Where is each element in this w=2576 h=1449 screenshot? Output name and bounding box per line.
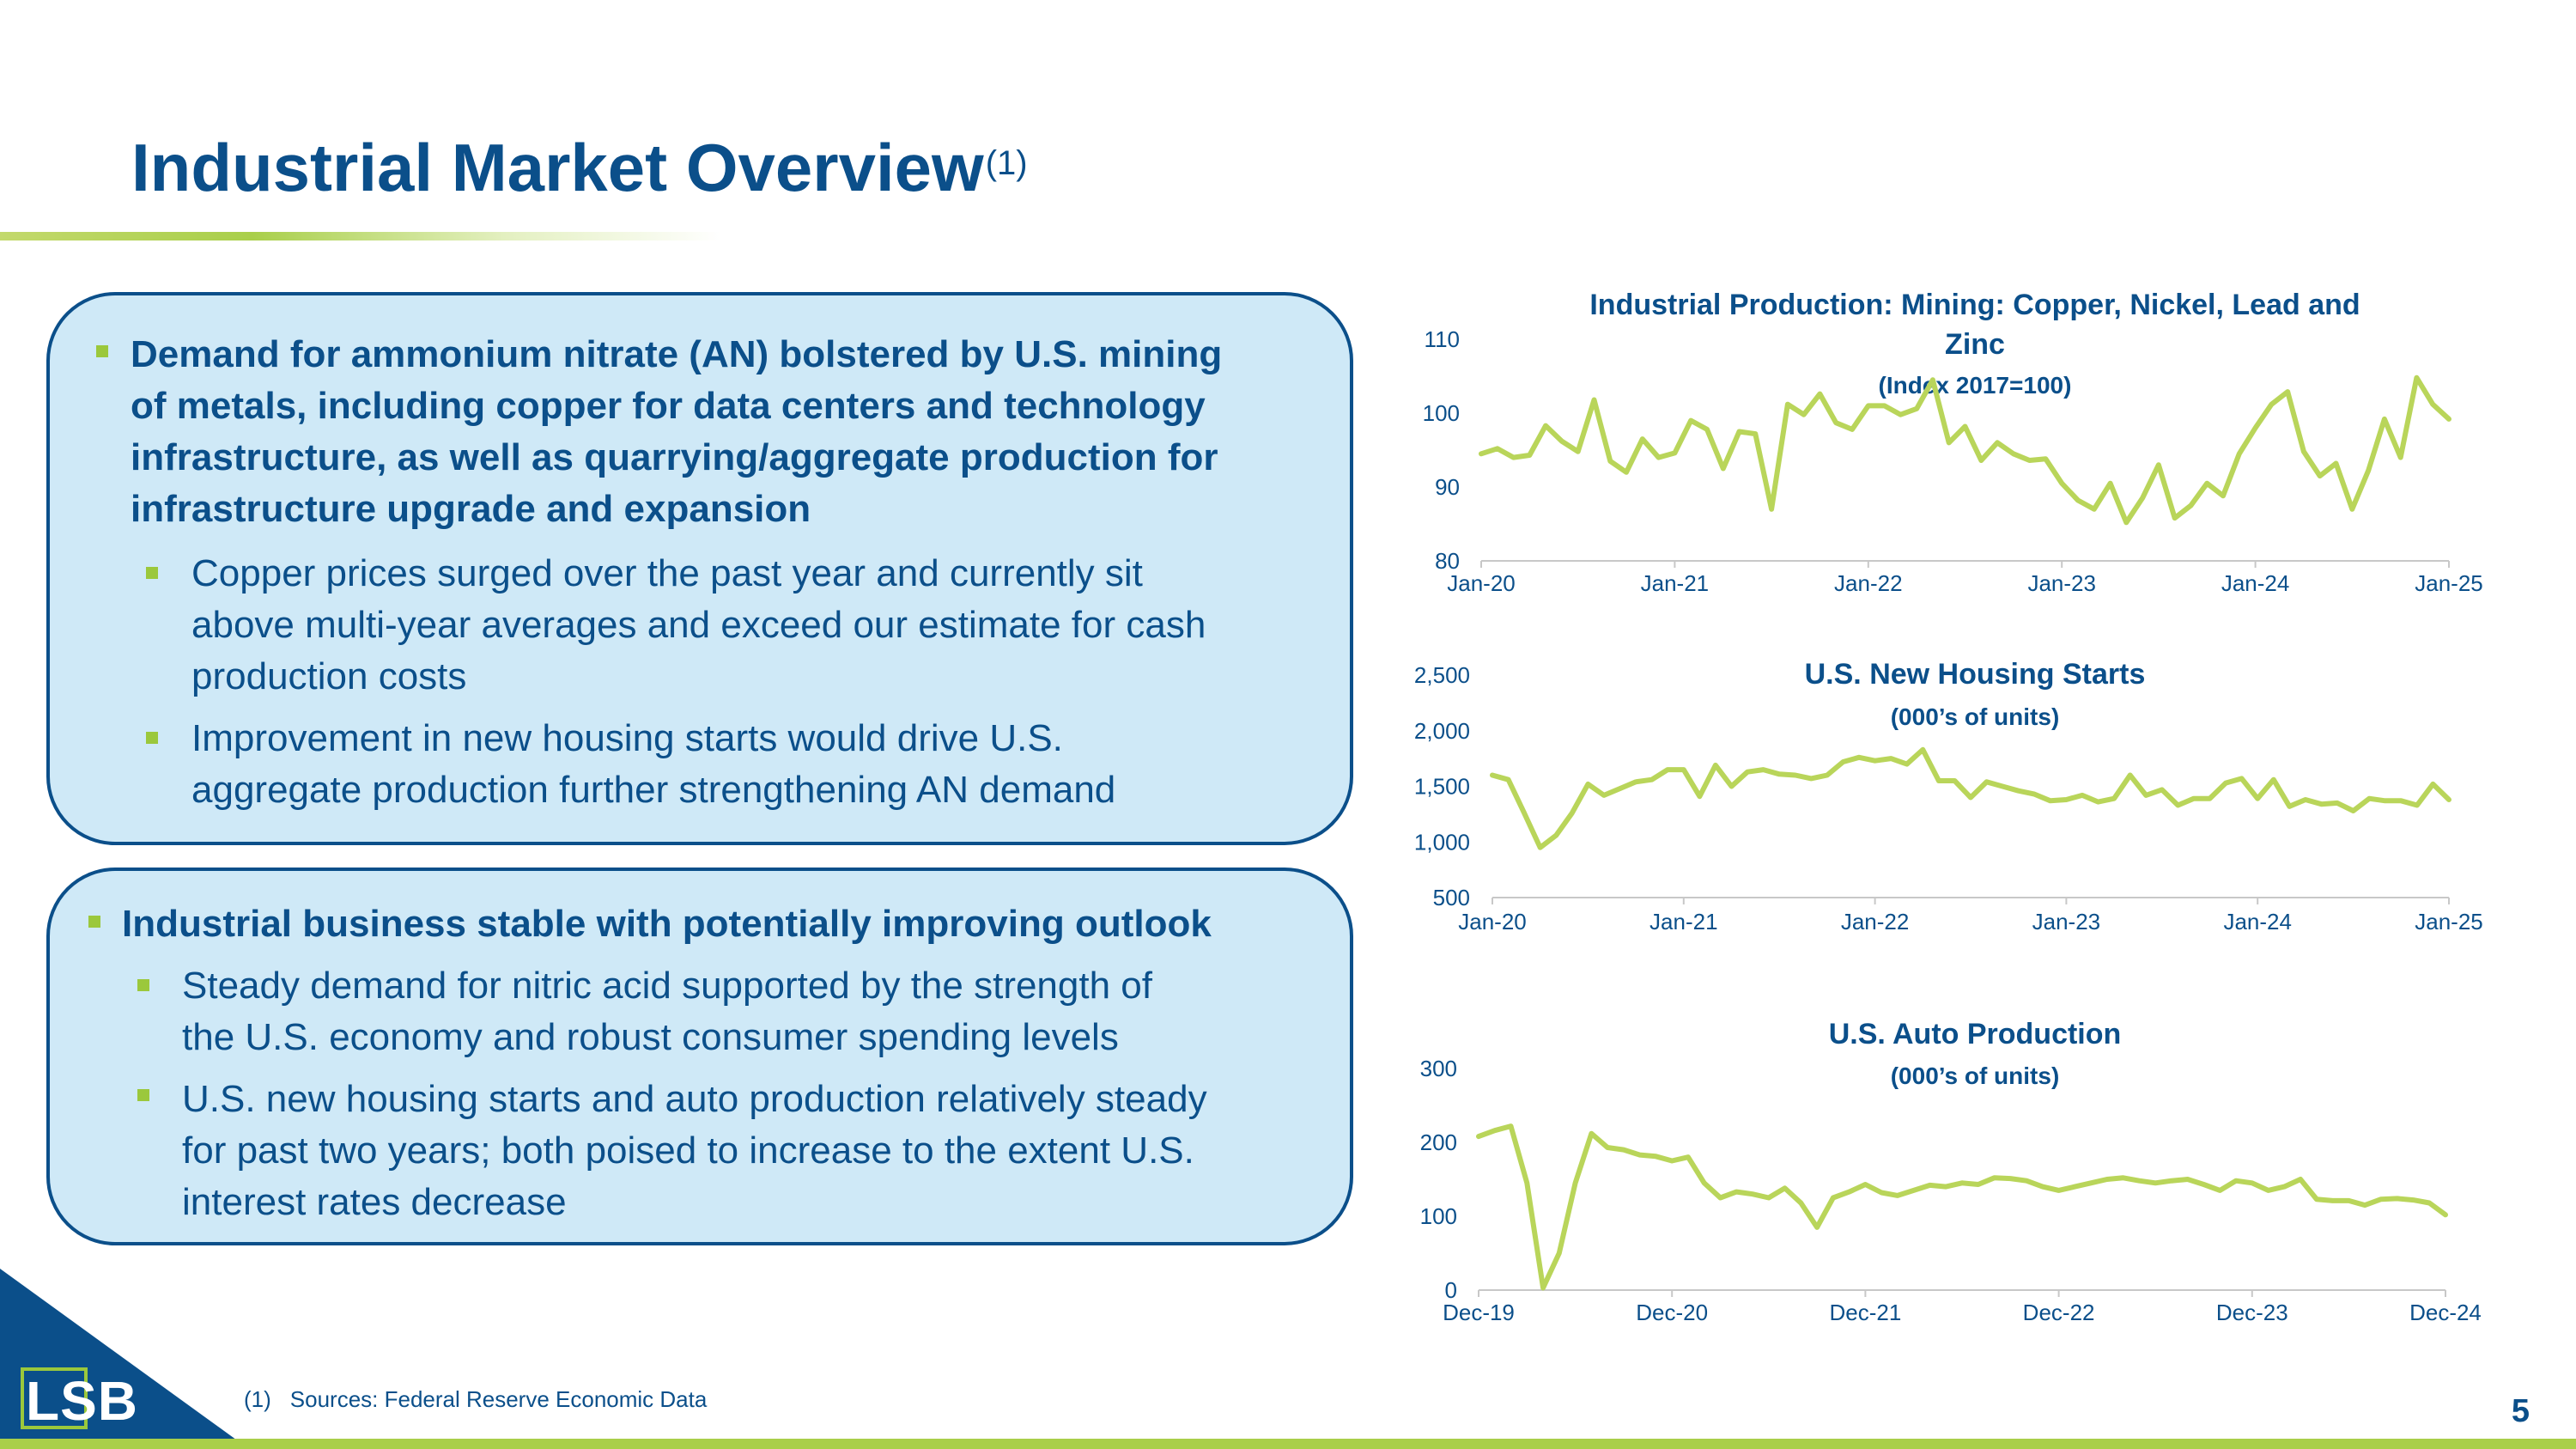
text-line: Demand for ammonium nitrate (AN) bolster… bbox=[131, 333, 1223, 375]
y-tick-label: 200 bbox=[1420, 1129, 1457, 1155]
bullet-square-icon bbox=[137, 1089, 149, 1101]
text-line: infrastructure, as well as quarrying/agg… bbox=[131, 436, 1218, 478]
x-tick-label: Dec-21 bbox=[1829, 1300, 1901, 1325]
series-line bbox=[1476, 1123, 2448, 1291]
text-line: aggregate production further strengtheni… bbox=[191, 769, 1116, 811]
x-tick-label: Dec-22 bbox=[2023, 1300, 2095, 1325]
x-tick-label: Jan-22 bbox=[1841, 909, 1910, 935]
callout-box-mining bbox=[46, 292, 1353, 845]
text-line: Steady demand for nitric acid supported … bbox=[182, 965, 1152, 1007]
page-title-text: Industrial Market Overview bbox=[131, 130, 984, 205]
text-line: infrastructure upgrade and expansion bbox=[131, 488, 811, 530]
page-number: 5 bbox=[2511, 1393, 2530, 1429]
footnote-number: (1) bbox=[244, 1386, 271, 1412]
text-line: the U.S. economy and robust consumer spe… bbox=[182, 1016, 1119, 1058]
text-line: for past two years; both poised to incre… bbox=[182, 1129, 1194, 1172]
y-tick-label: 0 bbox=[1445, 1277, 1457, 1303]
x-tick-label: Jan-24 bbox=[2223, 909, 2292, 935]
bullet-square-icon bbox=[96, 345, 108, 357]
y-tick-label: 300 bbox=[1420, 1056, 1457, 1081]
sub-bullet-copper-prices: Copper prices surged over the past year … bbox=[191, 548, 1206, 703]
x-tick-label: Jan-23 bbox=[2027, 570, 2096, 596]
bullet-square-icon bbox=[146, 732, 158, 744]
y-tick-label: 100 bbox=[1420, 1203, 1457, 1229]
footnote: (1) Sources: Federal Reserve Economic Dat… bbox=[244, 1386, 707, 1413]
y-tick-label: 500 bbox=[1433, 885, 1470, 910]
logo-frame bbox=[21, 1367, 88, 1429]
x-tick-label: Jan-25 bbox=[2415, 909, 2483, 935]
text-line: U.S. new housing starts and auto product… bbox=[182, 1078, 1207, 1120]
x-tick-label: Jan-25 bbox=[2415, 570, 2483, 596]
x-tick-label: Dec-23 bbox=[2216, 1300, 2288, 1325]
chart-mining-title: Industrial Production: Mining: Copper, N… bbox=[1503, 285, 2447, 364]
text-line: production costs bbox=[191, 655, 467, 697]
x-tick-label: Jan-20 bbox=[1458, 909, 1527, 935]
y-tick-label: 2,500 bbox=[1414, 662, 1470, 688]
corner-triangle bbox=[0, 1269, 249, 1449]
chart-title-line: Industrial Production: Mining: Copper, N… bbox=[1589, 289, 2360, 321]
company-logo: LSB bbox=[26, 1370, 138, 1432]
y-tick-label: 90 bbox=[1435, 474, 1460, 500]
y-tick-label: 110 bbox=[1425, 326, 1460, 352]
y-tick-label: 80 bbox=[1435, 548, 1460, 574]
footnote-text: Sources: Federal Reserve Economic Data bbox=[289, 1386, 708, 1412]
text-line: above multi-year averages and exceed our… bbox=[191, 604, 1206, 646]
title-footnote-marker: (1) bbox=[985, 144, 1028, 182]
text-line: interest rates decrease bbox=[182, 1181, 567, 1223]
text-line: Improvement in new housing starts would … bbox=[191, 717, 1063, 759]
chart-title-line: Zinc bbox=[1945, 328, 2005, 361]
bottom-rule bbox=[0, 1439, 2576, 1449]
y-tick-label: 100 bbox=[1423, 400, 1460, 426]
chart-auto-subtitle: (000’s of units) bbox=[1890, 1062, 2060, 1089]
y-tick-label: 1,000 bbox=[1414, 829, 1470, 855]
sub-bullet-nitric-acid: Steady demand for nitric acid supported … bbox=[182, 960, 1152, 1063]
y-tick-label: 1,500 bbox=[1414, 774, 1470, 800]
series-line bbox=[1479, 374, 2451, 526]
x-tick-label: Jan-21 bbox=[1641, 570, 1710, 596]
x-tick-label: Dec-20 bbox=[1636, 1300, 1708, 1325]
x-tick-label: Jan-22 bbox=[1834, 570, 1903, 596]
bullet-industrial-stable: Industrial business stable with potentia… bbox=[122, 903, 1212, 945]
x-tick-label: Dec-24 bbox=[2409, 1300, 2482, 1325]
page-title: Industrial Market Overview(1) bbox=[131, 129, 1028, 207]
sub-bullet-housing-starts: Improvement in new housing starts would … bbox=[191, 713, 1115, 816]
bullet-square-icon bbox=[146, 567, 158, 579]
bullet-square-icon bbox=[137, 979, 149, 991]
x-tick-label: Dec-19 bbox=[1443, 1300, 1515, 1325]
bullet-mining-demand: Demand for ammonium nitrate (AN) bolster… bbox=[131, 329, 1222, 535]
chart-housing-subtitle: (000’s of units) bbox=[1890, 703, 2060, 730]
chart-auto-title: U.S. Auto Production bbox=[1828, 1018, 2122, 1050]
bullet-square-icon bbox=[88, 916, 100, 928]
y-tick-label: 2,000 bbox=[1414, 718, 1470, 744]
chart-housing-title: U.S. New Housing Starts bbox=[1804, 658, 2146, 691]
chart-mining-subtitle: (Index 2017=100) bbox=[1878, 372, 2072, 399]
x-tick-label: Jan-23 bbox=[2032, 909, 2101, 935]
text-line: of metals, including copper for data cen… bbox=[131, 385, 1206, 427]
x-tick-label: Jan-20 bbox=[1447, 570, 1516, 596]
sub-bullet-housing-auto: U.S. new housing starts and auto product… bbox=[182, 1074, 1207, 1228]
title-underline bbox=[0, 232, 721, 240]
x-tick-label: Jan-21 bbox=[1649, 909, 1718, 935]
series-line bbox=[1490, 746, 2451, 850]
x-tick-label: Jan-24 bbox=[2221, 570, 2290, 596]
text-line: Copper prices surged over the past year … bbox=[191, 552, 1143, 594]
callout-box-industrial bbox=[46, 868, 1353, 1245]
